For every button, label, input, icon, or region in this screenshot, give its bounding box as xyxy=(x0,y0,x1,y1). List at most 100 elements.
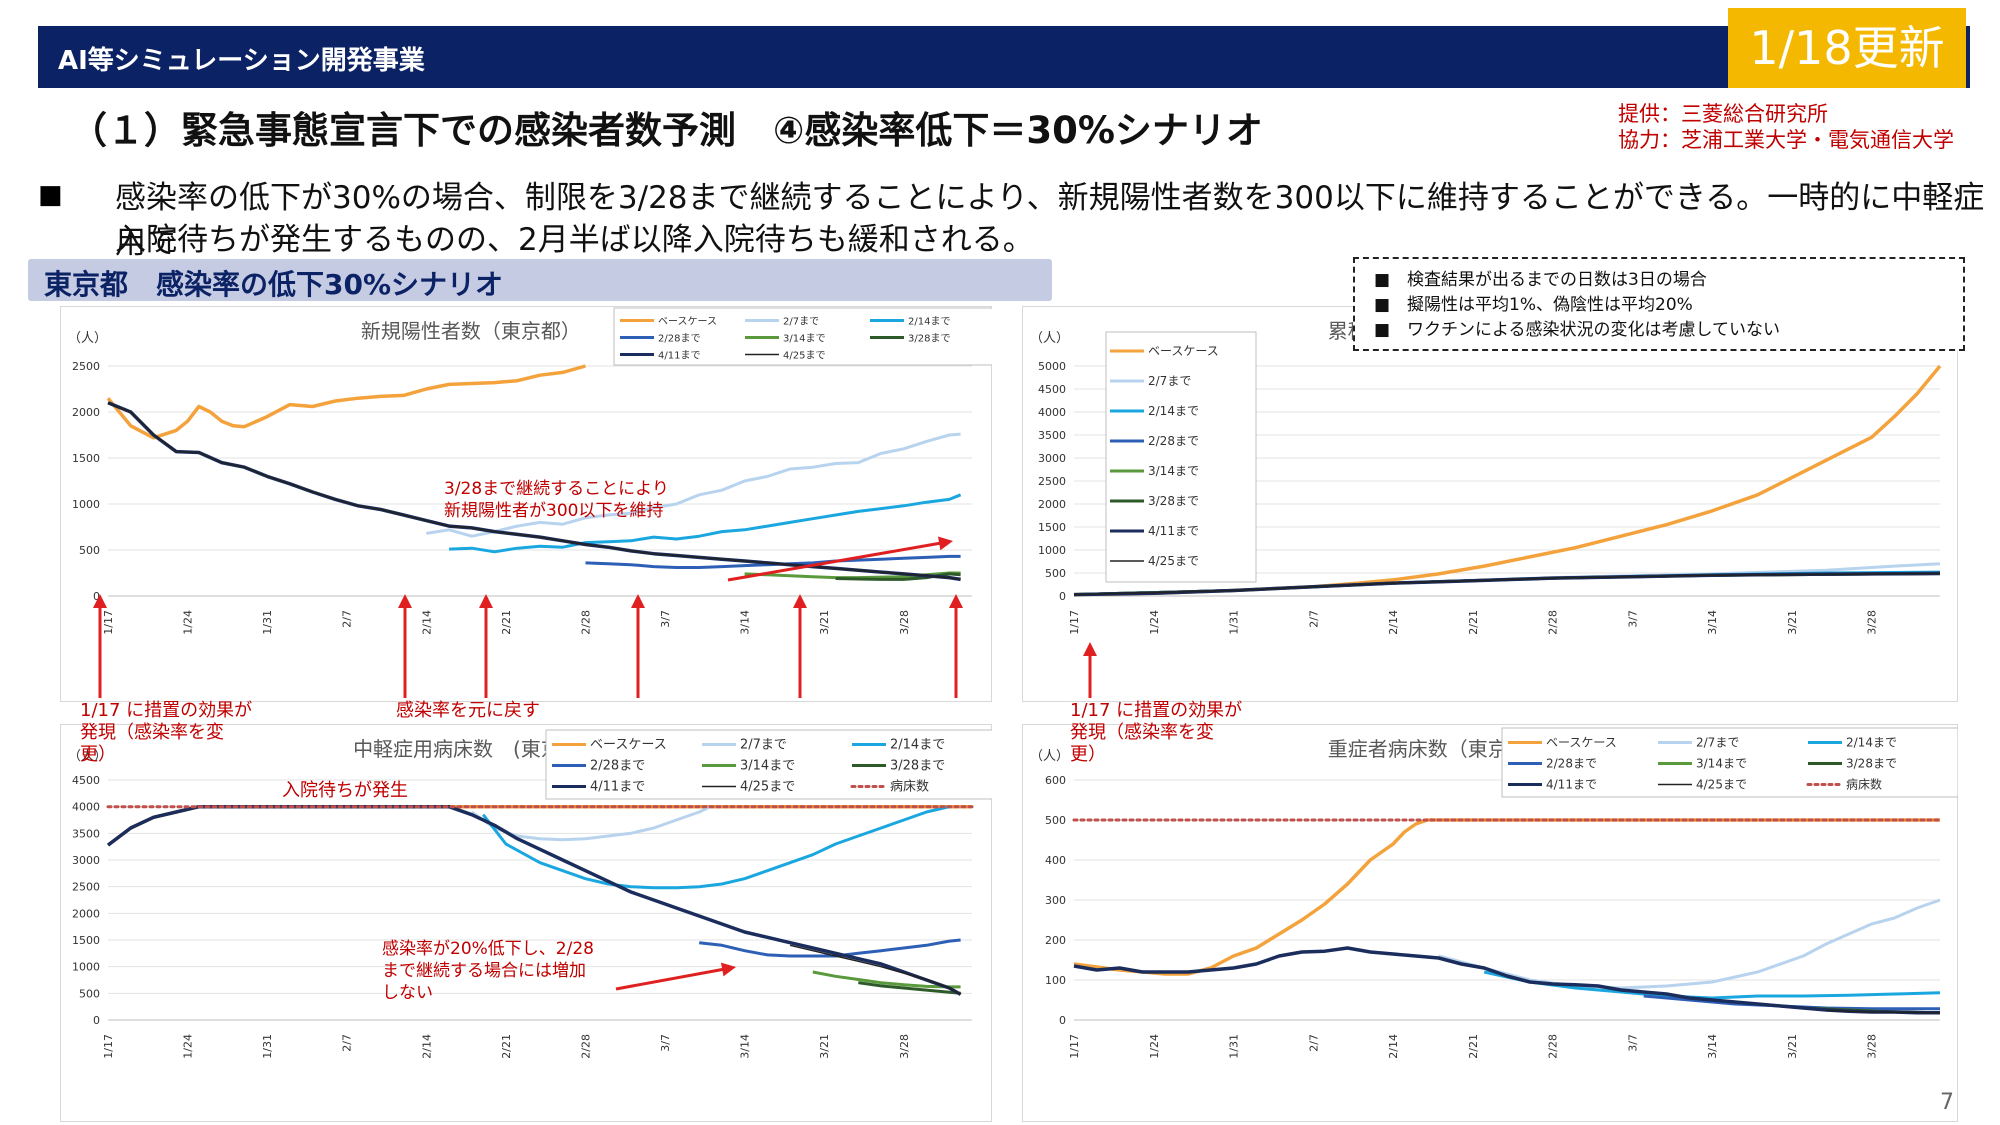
series-line-apr25 xyxy=(107,402,961,581)
x-tick-label: 3/14 xyxy=(1706,1034,1719,1059)
note-3: ■ ワクチンによる感染状況の変化は考慮していない xyxy=(1374,320,1781,340)
summary-line-1: 感染率の低下が30%の場合、制限を3/28まで継続することにより、新規陽性者数を… xyxy=(115,180,1985,261)
series-line-feb7 xyxy=(426,432,961,538)
legend-label: 3/28まで xyxy=(1846,757,1897,771)
x-tick-label: 3/21 xyxy=(818,1034,831,1059)
x-tick-label: 1/24 xyxy=(182,1034,195,1059)
y-tick-label: 400 xyxy=(1045,854,1066,867)
legend-label: 2/7まで xyxy=(783,316,819,328)
x-tick-label: 3/21 xyxy=(1786,1034,1799,1059)
series-line-baseline xyxy=(1073,818,1940,976)
x-tick-label: 1/24 xyxy=(1148,1034,1161,1059)
mild-arrow-head xyxy=(720,962,736,977)
series-line-baseline xyxy=(106,364,586,440)
chart-title: 新規陽性者数（東京都） xyxy=(361,319,581,343)
legend-label: 4/25まで xyxy=(1148,554,1199,568)
annotation-continue: 3/28まで継続することにより 新規陽性者が300以下を維持 xyxy=(444,479,669,521)
legend-label: 2/14まで xyxy=(890,738,945,753)
legend-label: 病床数 xyxy=(1846,777,1882,792)
legend-label: 2/7まで xyxy=(1148,374,1191,388)
legend-label: 2/28まで xyxy=(1148,434,1199,448)
legend-label: ベースケース xyxy=(590,738,667,753)
x-tick-label: 2/7 xyxy=(341,610,354,628)
legend-label: 4/11まで xyxy=(1148,524,1199,538)
legend-label: 2/14まで xyxy=(1148,404,1199,418)
y-tick-label: 1500 xyxy=(72,934,100,947)
y-tick-label: 0 xyxy=(93,590,100,603)
trend-arrow xyxy=(727,541,943,582)
section-label-bar xyxy=(28,259,1052,301)
section-label: 東京都 感染率の低下30%シナリオ xyxy=(44,268,504,301)
notes-box xyxy=(1353,257,1965,351)
series-line-apr11 xyxy=(1073,946,1940,1015)
trend-arrow-head xyxy=(938,536,953,551)
x-tick-label: 3/28 xyxy=(898,1034,911,1059)
update-badge: 1/18更新 xyxy=(1728,8,1966,88)
x-tick-label: 2/14 xyxy=(1387,610,1400,635)
x-tick-label: 1/24 xyxy=(1148,610,1161,635)
y-axis-unit: （人） xyxy=(1030,749,1069,764)
y-tick-label: 1000 xyxy=(72,961,100,974)
y-tick-label: 500 xyxy=(79,987,100,1000)
y-tick-label: 3500 xyxy=(1038,429,1066,442)
legend-label: 3/14まで xyxy=(1148,464,1199,478)
y-tick-label: 4500 xyxy=(1038,383,1066,396)
x-tick-label: 3/21 xyxy=(818,610,831,635)
legend-label: 3/14まで xyxy=(783,333,825,345)
legend-label: 3/28まで xyxy=(1148,494,1199,508)
y-tick-label: 1500 xyxy=(72,452,100,465)
annotation-revert: 感染率を元に戻す xyxy=(396,700,540,721)
effect-arrow-head xyxy=(1083,642,1097,656)
x-tick-label: 1/31 xyxy=(1228,1034,1241,1059)
legend-label: 4/25まで xyxy=(740,780,795,795)
x-tick-label: 2/28 xyxy=(1547,1034,1560,1059)
legend-label: 2/28まで xyxy=(590,759,645,774)
x-tick-label: 2/21 xyxy=(500,610,513,635)
x-tick-label: 1/17 xyxy=(102,610,115,635)
y-tick-label: 5000 xyxy=(1038,360,1066,373)
legend-label: 2/28まで xyxy=(658,333,700,345)
x-tick-label: 1/17 xyxy=(102,1034,115,1059)
credit-provider: 提供：三菱総合研究所 xyxy=(1618,102,1828,126)
y-tick-label: 600 xyxy=(1045,774,1066,787)
y-tick-label: 500 xyxy=(1045,814,1066,827)
x-tick-label: 3/14 xyxy=(739,1034,752,1059)
x-tick-label: 3/28 xyxy=(1866,1034,1879,1059)
mild-arrow xyxy=(615,967,726,991)
x-tick-label: 3/28 xyxy=(1866,610,1879,635)
x-tick-label: 1/31 xyxy=(261,610,274,635)
series-line-mar28 xyxy=(835,572,961,581)
legend-box xyxy=(1105,331,1257,583)
y-tick-label: 3000 xyxy=(72,854,100,867)
legend-label: 4/25まで xyxy=(1696,778,1747,792)
summary-bullet: ■ xyxy=(38,180,63,210)
revert-arrow-head xyxy=(93,594,107,608)
note-1: ■ 検査結果が出るまでの日数は3日の場合 xyxy=(1374,270,1707,290)
annotation-wait: 入院待ちが発生 xyxy=(282,780,408,801)
org-title: AI等シミュレーション開発事業 xyxy=(58,46,425,76)
page-number: 7 xyxy=(1940,1090,1954,1115)
y-tick-label: 1000 xyxy=(72,498,100,511)
series-line-feb14 xyxy=(449,493,962,554)
legend-label: 2/7まで xyxy=(740,738,787,753)
x-tick-label: 3/28 xyxy=(898,610,911,635)
x-tick-label: 2/7 xyxy=(341,1034,354,1052)
legend-label: 2/28まで xyxy=(1546,757,1597,771)
y-tick-label: 1500 xyxy=(1038,521,1066,534)
x-tick-label: 2/28 xyxy=(579,1034,592,1059)
series-line-apr25 xyxy=(1826,1009,1941,1014)
x-tick-label: 3/7 xyxy=(659,610,672,628)
chart-mild-beds: 中軽症用病床数 (東京都)（人）050010001500200025003000… xyxy=(60,724,992,1122)
legend-label: ベースケース xyxy=(1546,736,1617,750)
series-line-apr25 xyxy=(789,944,961,996)
y-tick-label: 2500 xyxy=(72,881,100,894)
x-tick-label: 2/7 xyxy=(1307,1034,1320,1052)
x-tick-label: 2/14 xyxy=(420,610,433,635)
series-line-apr25 xyxy=(1073,572,1941,596)
y-tick-label: 3000 xyxy=(1038,452,1066,465)
x-tick-label: 1/24 xyxy=(182,610,195,635)
x-tick-label: 3/7 xyxy=(1626,610,1639,628)
x-tick-label: 3/14 xyxy=(739,610,752,635)
x-tick-label: 3/21 xyxy=(1786,610,1799,635)
